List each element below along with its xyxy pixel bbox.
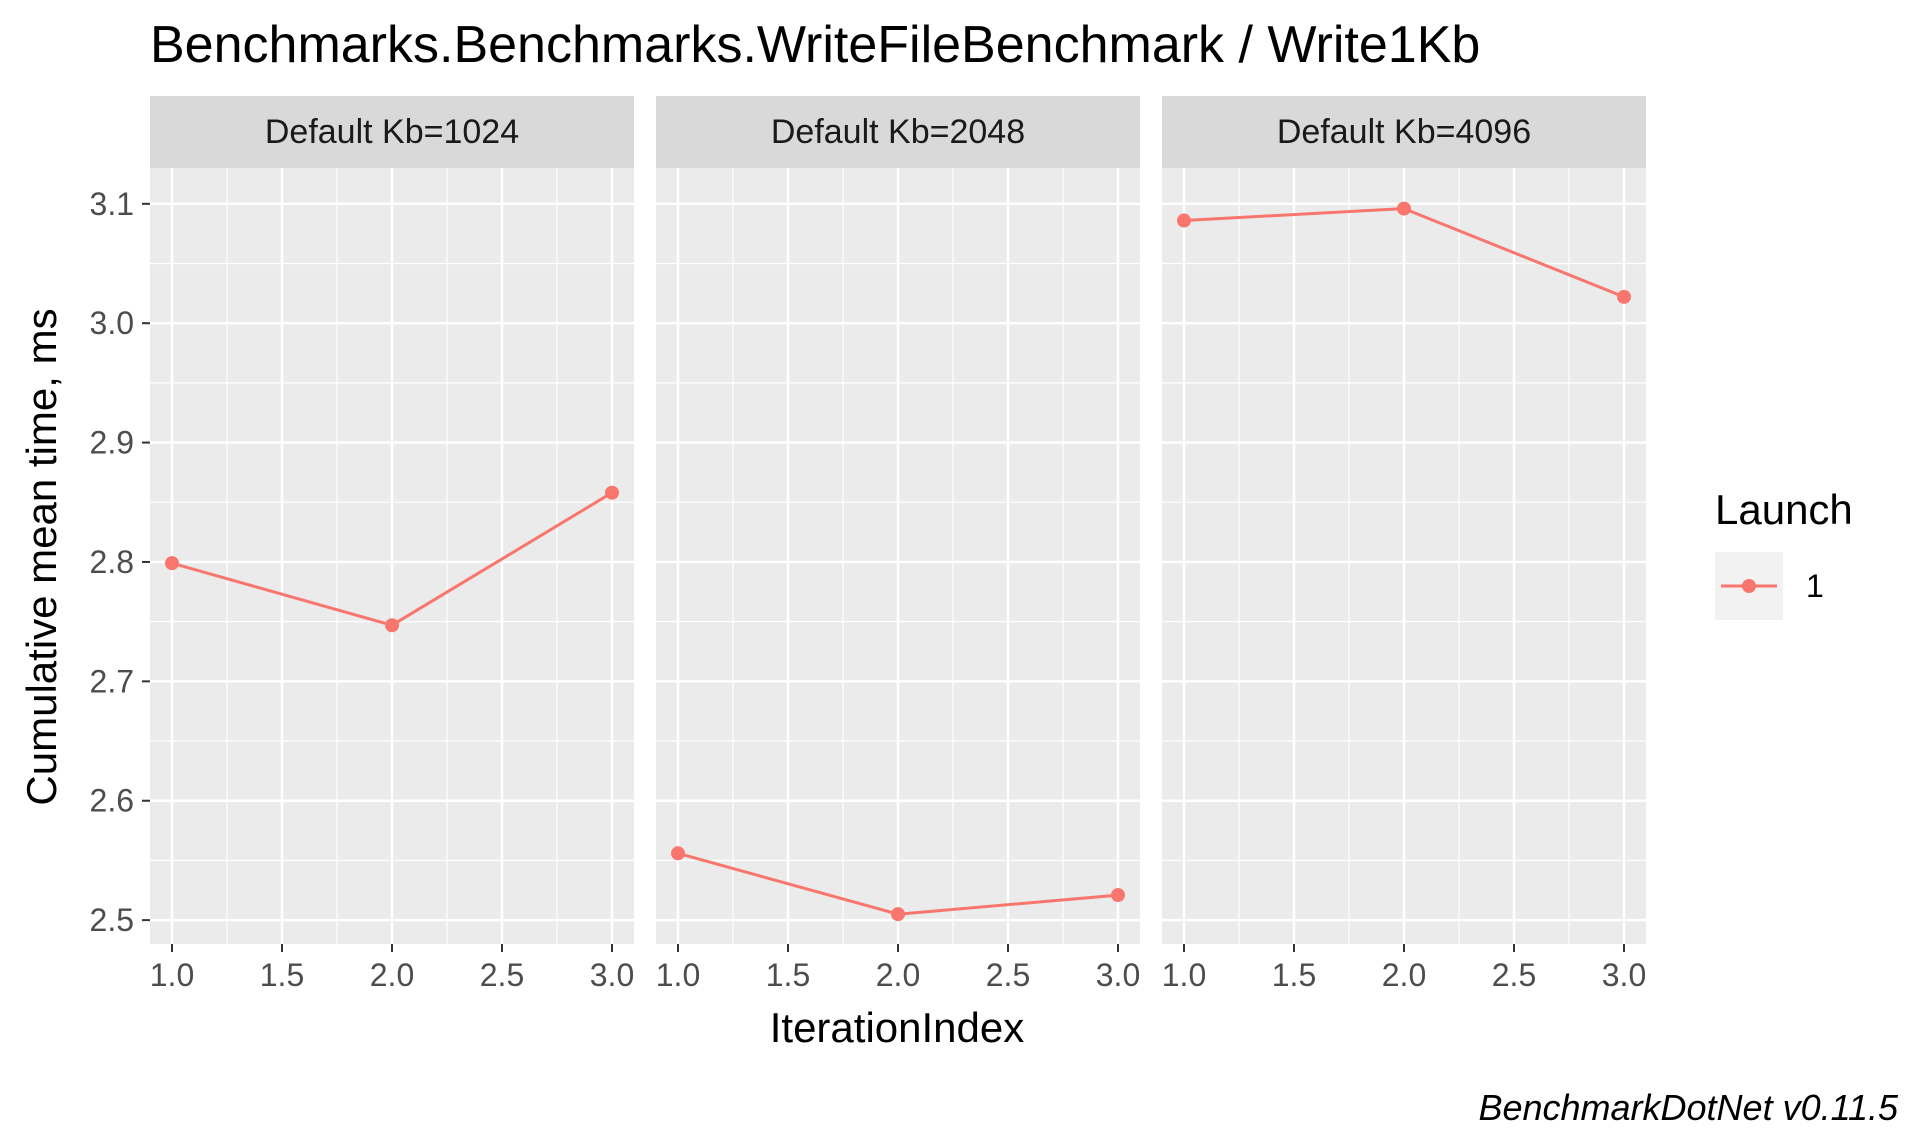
x-tick-label: 1.0	[150, 957, 194, 993]
x-tick-label: 2.5	[986, 957, 1030, 993]
x-tick-label: 2.5	[480, 957, 524, 993]
data-point	[1617, 289, 1631, 304]
y-axis-title: Cumulative mean time, ms	[18, 308, 65, 805]
data-point	[1177, 213, 1191, 228]
data-point	[605, 485, 619, 500]
x-tick-label: 3.0	[1602, 957, 1646, 993]
x-axes: 1.0 1.5 2.0 2.5 3.0 1.0 1.5 2.0 2.5 3.0 1.0 1.5 2.0 2…	[150, 944, 1646, 993]
x-tick-label: 1.5	[766, 957, 810, 993]
facet-panel: Default Kb=4096	[1162, 96, 1646, 944]
legend-title: Launch	[1715, 486, 1853, 533]
x-tick-label: 2.0	[370, 957, 414, 993]
x-tick-label: 3.0	[590, 957, 634, 993]
facet-strip-label: Default Kb=2048	[771, 113, 1025, 151]
y-tick-label: 2.6	[90, 783, 134, 819]
data-point	[671, 846, 685, 861]
x-tick-label: 1.5	[260, 957, 304, 993]
x-tick-label: 2.0	[1382, 957, 1426, 993]
y-tick-label: 3.0	[90, 305, 134, 341]
x-tick-label: 3.0	[1096, 957, 1140, 993]
caption: BenchmarkDotNet v0.11.5	[1478, 1087, 1899, 1128]
x-tick-label: 2.5	[1492, 957, 1536, 993]
facet-panel: Default Kb=2048	[656, 96, 1140, 944]
x-axis-title: IterationIndex	[770, 1004, 1025, 1051]
data-point	[1397, 201, 1411, 216]
legend-key-point	[1742, 579, 1756, 593]
data-point	[891, 907, 905, 922]
facet-strip-label: Default Kb=1024	[265, 113, 519, 151]
chart-title: Benchmarks.Benchmarks.WriteFileBenchmark…	[150, 16, 1480, 74]
y-tick-label: 2.7	[90, 663, 134, 699]
x-tick-label: 1.5	[1272, 957, 1316, 993]
y-axis: 2.5 2.6 2.7 2.8 2.9 3.0 3.1	[90, 186, 150, 938]
x-tick-label: 1.0	[656, 957, 700, 993]
legend: Launch 1	[1715, 486, 1853, 620]
facet-strip	[150, 96, 634, 168]
x-tick-label: 1.0	[1162, 957, 1206, 993]
facet-panels: Default Kb=1024 Default Kb=2048 Default Kb…	[150, 96, 1646, 944]
data-point	[385, 618, 399, 633]
data-point	[165, 556, 179, 571]
data-point	[1111, 888, 1125, 903]
legend-label: 1	[1806, 568, 1824, 604]
y-tick-label: 2.8	[90, 544, 134, 580]
y-tick-label: 3.1	[90, 186, 134, 222]
facet-strip	[1162, 96, 1646, 168]
y-tick-label: 2.9	[90, 425, 134, 461]
y-tick-label: 2.5	[90, 902, 134, 938]
facet-strip-label: Default Kb=4096	[1277, 113, 1531, 151]
x-tick-label: 2.0	[876, 957, 920, 993]
facet-panel: Default Kb=1024	[150, 96, 634, 944]
facet-strip	[656, 96, 1140, 168]
